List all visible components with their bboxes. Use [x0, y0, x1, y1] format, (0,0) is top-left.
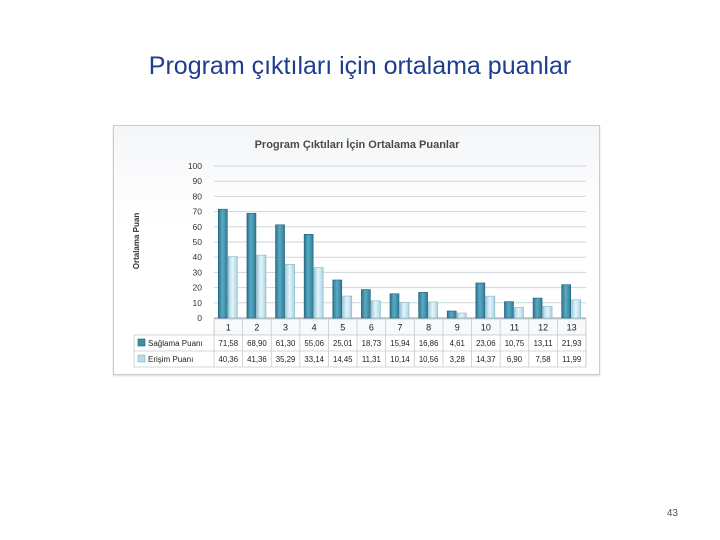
- bar-erisim: [571, 299, 581, 319]
- bar-erisim: [456, 312, 467, 319]
- data-label: 13,11: [534, 339, 553, 348]
- data-label: 3,28: [450, 355, 465, 364]
- x-tick-label: 6: [369, 323, 374, 333]
- chart-title: Program Çıktıları İçin Ortalama Puanlar: [255, 138, 461, 151]
- y-axis-ticks: 0 10 20 30 40 50 60 70 80 90 100: [188, 161, 202, 323]
- bar-erisim: [313, 267, 324, 319]
- bar-saglama: [218, 208, 228, 319]
- y-axis-label: Ortalama Puan: [132, 213, 141, 270]
- y-tick-label: 10: [193, 298, 203, 308]
- data-label: 6,90: [507, 355, 523, 364]
- y-tick-label: 0: [197, 313, 202, 323]
- data-label: 14,37: [476, 355, 496, 364]
- data-label: 35,29: [276, 355, 296, 364]
- x-tick-label: 8: [426, 323, 431, 333]
- y-tick-label: 100: [188, 161, 202, 171]
- data-label: 14,45: [333, 355, 353, 364]
- bar-erisim: [371, 300, 381, 319]
- bar-erisim: [542, 306, 553, 319]
- bar-erisim: [342, 295, 353, 319]
- legend-label: Erişim Puanı: [148, 355, 193, 364]
- bar-chart: Program Çıktıları İçin Ortalama Puanlar …: [132, 138, 587, 368]
- data-label: 11,31: [362, 355, 381, 364]
- y-tick-label: 60: [193, 222, 203, 232]
- bar-erisim: [399, 302, 410, 319]
- data-label: 16,86: [419, 339, 439, 348]
- chart-container: Program Çıktıları İçin Ortalama Puanlar …: [113, 125, 600, 375]
- x-tick-label: 10: [481, 323, 491, 333]
- grid-lines: [214, 165, 586, 319]
- data-label: 21,93: [562, 339, 582, 348]
- x-tick-label: 1: [226, 323, 231, 333]
- bar-saglama: [561, 284, 571, 319]
- data-label: 11,99: [562, 355, 581, 364]
- data-label: 33,14: [304, 355, 324, 364]
- bar-saglama: [475, 282, 486, 319]
- legend-label: Sağlama Puanı: [148, 339, 203, 348]
- bar-saglama: [332, 279, 343, 319]
- data-label: 10,75: [505, 339, 525, 348]
- data-label: 10,14: [390, 355, 410, 364]
- bar-saglama: [446, 310, 457, 319]
- data-label: 41,36: [247, 355, 267, 364]
- bar-erisim: [256, 254, 267, 319]
- data-label: 40,36: [219, 355, 239, 364]
- page-number: 43: [666, 508, 678, 519]
- x-tick-label: 13: [567, 323, 577, 333]
- data-label: 7,58: [535, 355, 550, 364]
- bar-saglama: [418, 292, 428, 319]
- bar-erisim: [428, 301, 438, 319]
- legend-swatch: [137, 338, 146, 347]
- bar-saglama: [504, 301, 514, 319]
- bar-saglama: [532, 297, 543, 319]
- bar-erisim: [514, 307, 524, 319]
- y-tick-label: 90: [193, 176, 203, 186]
- data-label: 71,58: [219, 339, 239, 348]
- bar-saglama: [361, 289, 371, 319]
- bar-erisim: [285, 264, 295, 319]
- legend-swatch: [137, 354, 146, 363]
- x-tick-label: 11: [510, 323, 519, 333]
- x-tick-label: 9: [455, 323, 460, 333]
- bar-saglama: [275, 224, 285, 319]
- x-tick-label: 12: [538, 323, 548, 333]
- y-tick-label: 50: [193, 237, 203, 247]
- data-label: 61,30: [276, 339, 296, 348]
- bar-saglama: [389, 293, 400, 319]
- y-tick-label: 70: [193, 207, 203, 217]
- bar-erisim: [228, 256, 238, 319]
- data-label: 10,56: [419, 355, 439, 364]
- bar-saglama: [303, 234, 314, 319]
- slide-title: Program çıktıları için ortalama puanlar: [148, 52, 572, 80]
- y-tick-label: 80: [193, 191, 203, 201]
- y-tick-label: 40: [193, 252, 203, 262]
- y-tick-label: 20: [193, 283, 203, 293]
- bar-series: [218, 208, 581, 319]
- x-tick-label: 2: [254, 323, 259, 333]
- bar-saglama: [246, 212, 257, 319]
- data-label: 55,06: [304, 339, 324, 348]
- x-tick-label: 4: [312, 323, 317, 333]
- data-label: 4,61: [450, 339, 465, 348]
- data-label: 15,94: [390, 339, 410, 348]
- x-tick-label: 3: [283, 323, 288, 333]
- data-label: 25,01: [333, 339, 353, 348]
- x-tick-label: 5: [340, 323, 345, 333]
- x-tick-label: 7: [397, 323, 402, 333]
- y-tick-label: 30: [193, 267, 203, 277]
- data-label: 23,06: [476, 339, 496, 348]
- bar-erisim: [485, 295, 496, 319]
- data-label: 68,90: [247, 339, 267, 348]
- data-label: 18,73: [362, 339, 382, 348]
